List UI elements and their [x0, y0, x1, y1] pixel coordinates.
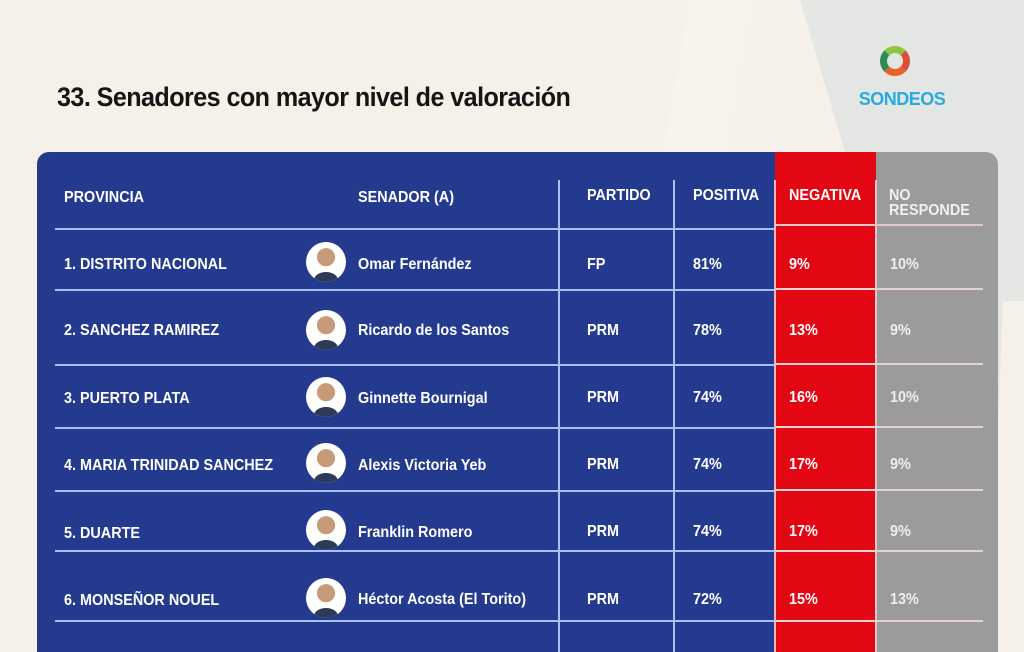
senator-avatar: [306, 377, 346, 417]
no-responde-cell: 13%: [890, 591, 919, 608]
partido-cell: FP: [587, 256, 606, 273]
partido-cell: PRM: [587, 456, 620, 473]
row-divider: [775, 288, 983, 290]
row-divider: [55, 228, 775, 230]
negativa-cell: 15%: [789, 591, 818, 608]
divider-senador-partido: [558, 180, 560, 652]
divider-partido-positiva: [673, 180, 675, 652]
senador-cell: Alexis Victoria Yeb: [358, 457, 487, 474]
negativa-cell: 17%: [789, 456, 818, 473]
provincia-cell: 1. DISTRITO NACIONAL: [64, 256, 227, 273]
no-responde-column-bg: [876, 152, 998, 652]
positiva-cell: 74%: [693, 456, 722, 473]
provincia-cell: 3. PUERTO PLATA: [64, 390, 190, 407]
positiva-cell: 78%: [693, 322, 722, 339]
sondeos-logo: SONDEOS: [842, 44, 962, 114]
positiva-cell: 72%: [693, 591, 722, 608]
row-divider: [775, 363, 983, 365]
header-senador: SENADOR (A): [358, 189, 455, 206]
partido-cell: PRM: [587, 523, 620, 540]
no-responde-cell: 9%: [890, 322, 911, 339]
positiva-cell: 81%: [693, 256, 722, 273]
ratings-table: PROVINCIA SENADOR (A) PARTIDO POSITIVA N…: [37, 152, 998, 652]
header-partido: PARTIDO: [587, 187, 651, 204]
logo-ring-icon: [880, 46, 910, 76]
negativa-cell: 9%: [789, 256, 810, 273]
header-positiva: POSITIVA: [693, 187, 760, 204]
no-responde-cell: 9%: [890, 456, 911, 473]
header-no-responde-line2: RESPONDE: [889, 202, 970, 219]
row-divider: [55, 289, 775, 291]
senator-avatar: [306, 578, 346, 618]
page-title: 33. Senadores con mayor nivel de valorac…: [57, 82, 571, 112]
negativa-column-bg: [775, 152, 876, 652]
row-divider: [775, 426, 983, 428]
no-responde-cell: 9%: [890, 523, 911, 540]
row-divider: [775, 489, 983, 491]
senator-avatar: [306, 310, 346, 350]
header-provincia: PROVINCIA: [64, 189, 145, 206]
negativa-cell: 17%: [789, 523, 818, 540]
row-divider: [55, 550, 775, 552]
partido-cell: PRM: [587, 591, 620, 608]
provincia-cell: 4. MARIA TRINIDAD SANCHEZ: [64, 457, 274, 474]
provincia-cell: 6. MONSEÑOR NOUEL: [64, 592, 220, 609]
header-no-responde-line1: NO: [889, 187, 911, 204]
no-responde-cell: 10%: [890, 256, 919, 273]
negativa-cell: 16%: [789, 389, 818, 406]
row-divider: [55, 620, 775, 622]
blue-columns-bg: [37, 152, 775, 652]
divider-negativa-noresponde: [875, 180, 877, 652]
row-divider: [775, 620, 983, 622]
row-divider: [775, 550, 983, 552]
senator-avatar: [306, 242, 346, 282]
senator-avatar: [306, 510, 346, 550]
row-divider: [55, 490, 775, 492]
senador-cell: Héctor Acosta (El Torito): [358, 591, 527, 608]
partido-cell: PRM: [587, 322, 620, 339]
partido-cell: PRM: [587, 389, 620, 406]
row-divider: [775, 224, 983, 226]
provincia-cell: 5. DUARTE: [64, 525, 141, 542]
positiva-cell: 74%: [693, 389, 722, 406]
senador-cell: Ricardo de los Santos: [358, 322, 510, 339]
no-responde-cell: 10%: [890, 389, 919, 406]
senador-cell: Omar Fernández: [358, 256, 472, 273]
positiva-cell: 74%: [693, 523, 722, 540]
senador-cell: Ginnette Bournigal: [358, 390, 488, 407]
senador-cell: Franklin Romero: [358, 524, 473, 541]
logo-text: SONDEOS: [858, 89, 946, 109]
negativa-cell: 13%: [789, 322, 818, 339]
header-negativa: NEGATIVA: [789, 187, 862, 204]
divider-positiva-negativa: [774, 180, 776, 652]
provincia-cell: 2. SANCHEZ RAMIREZ: [64, 322, 220, 339]
row-divider: [55, 427, 775, 429]
row-divider: [55, 364, 775, 366]
header-no-responde: NO RESPONDE: [889, 187, 970, 219]
senator-avatar: [306, 443, 346, 483]
